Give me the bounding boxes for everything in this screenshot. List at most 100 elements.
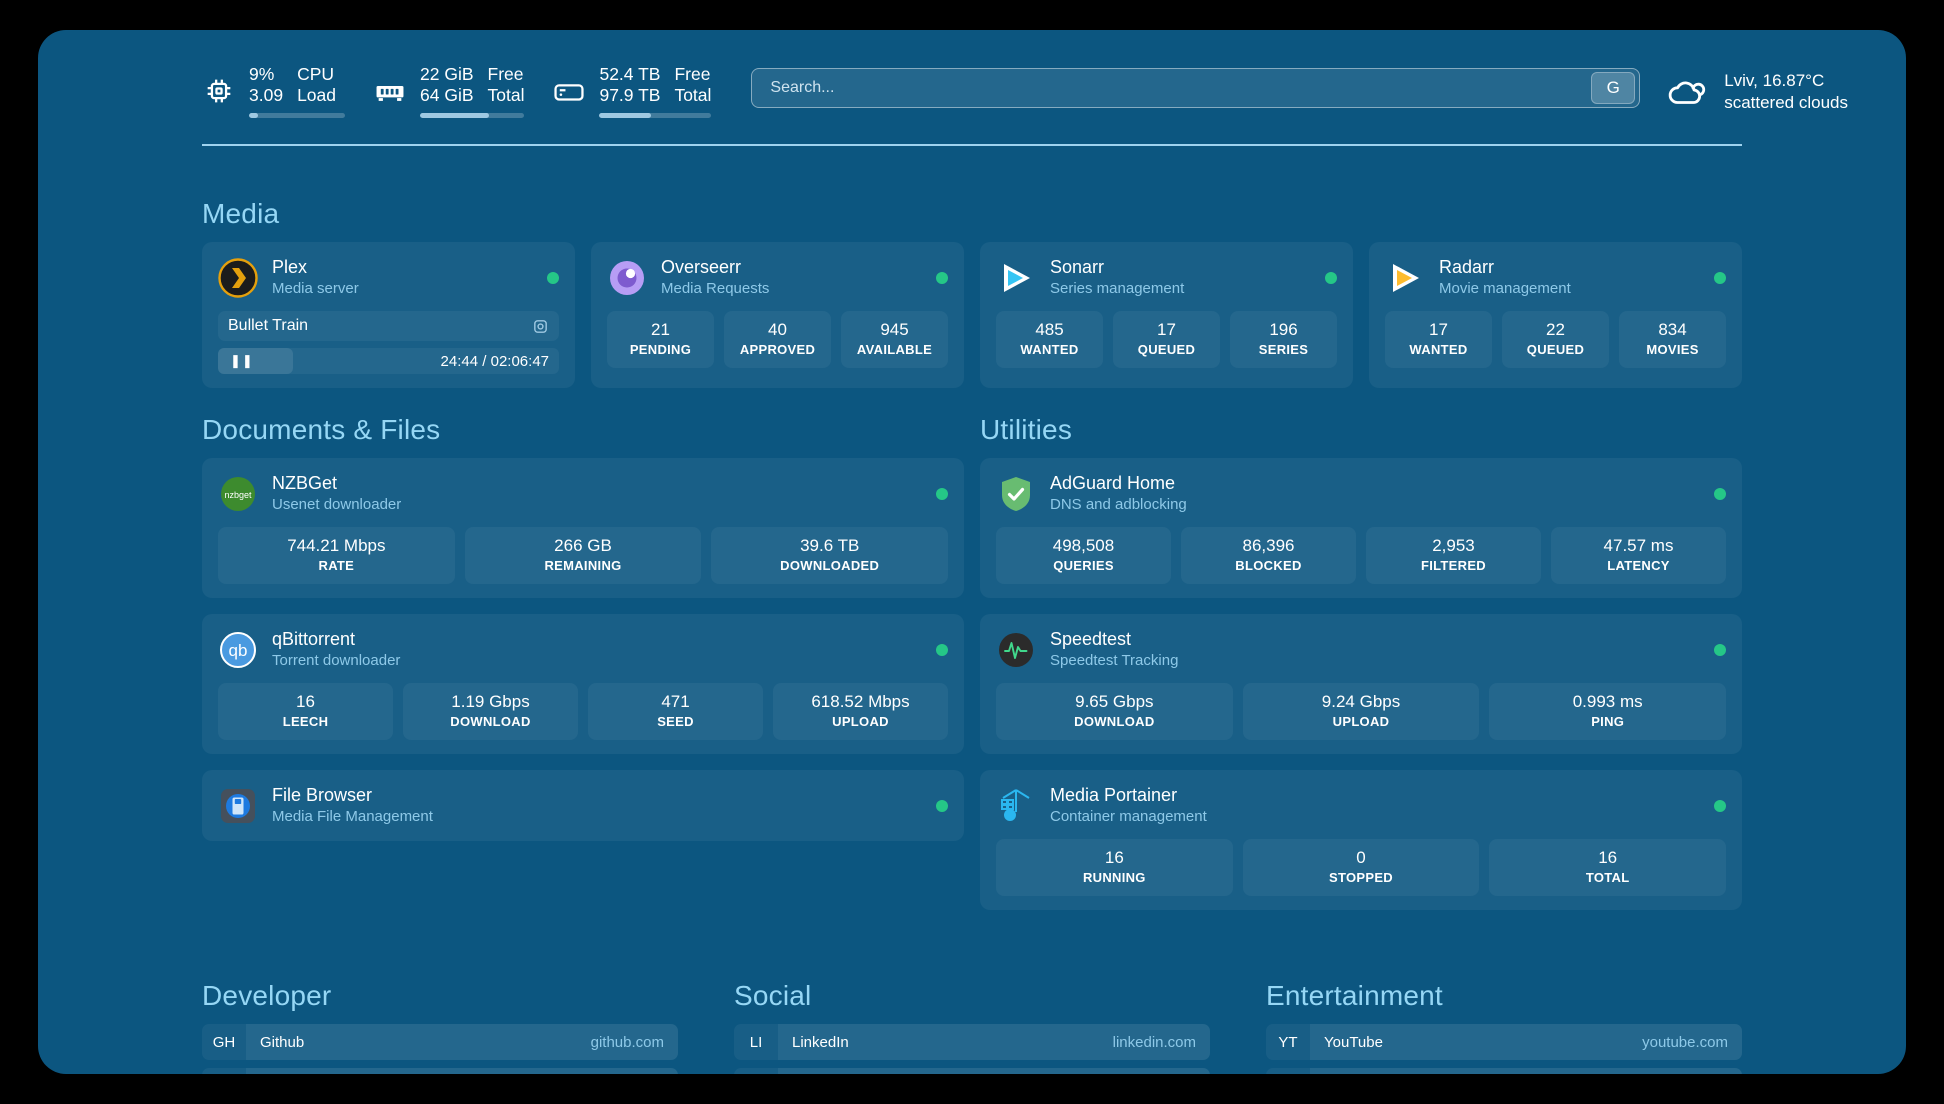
service-subtitle: DNS and adblocking	[1050, 496, 1187, 513]
documents-section-title: Documents & Files	[202, 414, 441, 445]
service-card-qbittorrent[interactable]: qb qBittorrent Torrent downloader	[202, 614, 964, 754]
cpu-usage-bar	[249, 113, 345, 118]
service-subtitle: Media server	[272, 280, 359, 297]
service-name: AdGuard Home	[1050, 473, 1176, 493]
metric-label: LEECH	[282, 714, 329, 729]
bookmark-item[interactable]: NF Netflix netflix.com	[1266, 1068, 1742, 1074]
service-card-sonarr[interactable]: Sonarr Series management 485 WANTED 17 Q…	[980, 242, 1353, 388]
plex-icon	[218, 257, 258, 298]
media-section-title: Media	[202, 198, 280, 229]
metric-value: 498,508	[1052, 536, 1115, 555]
bookmark-item[interactable]: SO StackOverflow stackoverflow.com	[202, 1068, 678, 1074]
disk-usage-bar	[599, 113, 712, 118]
metric-label: MOVIES	[1646, 342, 1699, 357]
filebrowser-icon	[218, 786, 258, 826]
metric-value: 17	[1429, 320, 1448, 339]
metric-tile: 744.21 Mbps RATE	[218, 527, 455, 584]
metric-tile: 2,953 FILTERED	[1366, 527, 1541, 584]
service-card-adguard-home[interactable]: AdGuard Home DNS and adblocking 498,508 …	[980, 458, 1742, 598]
metric-tile: 16 LEECH	[218, 683, 393, 740]
service-subtitle: Media File Management	[272, 808, 433, 825]
bookmark-name: LinkedIn	[792, 1033, 849, 1051]
metric-label: QUEUED	[1137, 342, 1196, 357]
service-name: Overseerr	[661, 257, 742, 277]
bookmark-abbr: GH	[202, 1024, 246, 1060]
bookmark-group-entertainment: Entertainment YT YouTube youtube.com NF …	[1266, 980, 1742, 1074]
metric-tile: 945 AVAILABLE	[841, 311, 948, 368]
metric-label: PENDING	[629, 342, 692, 357]
bookmark-item[interactable]: LI LinkedIn linkedin.com	[734, 1024, 1210, 1060]
bookmark-url: youtube.com	[1642, 1033, 1728, 1051]
metric-label: QUEUED	[1526, 342, 1585, 357]
status-badge	[1325, 271, 1337, 284]
service-card-plex[interactable]: Plex Media server Bullet Train	[202, 242, 575, 388]
metric-label: WANTED	[1409, 342, 1468, 357]
pause-icon[interactable]: ❚❚	[230, 353, 254, 368]
disk-value-primary: 52.4 TB	[599, 64, 661, 84]
bookmark-abbr: SO	[202, 1068, 246, 1074]
service-name: Speedtest	[1050, 629, 1132, 649]
metric-value: 1.19 Gbps	[451, 692, 530, 711]
service-card-overseerr[interactable]: Overseerr Media Requests 21 PENDING 40 A…	[591, 242, 964, 388]
cpu-usage-fill	[249, 113, 258, 118]
metric-value: 16	[296, 692, 315, 711]
playback-time: 24:44 / 02:06:47	[440, 352, 549, 370]
metric-tile: 498,508 QUERIES	[996, 527, 1171, 584]
service-card-file-browser[interactable]: File Browser Media File Management	[202, 770, 964, 841]
metric-tile: 1.19 Gbps DOWNLOAD	[403, 683, 578, 740]
service-subtitle: Usenet downloader	[272, 496, 402, 513]
metric-label: DOWNLOADED	[780, 558, 880, 573]
service-name: Media Portainer	[1050, 785, 1178, 805]
search-input[interactable]	[770, 79, 1592, 97]
service-card-nzbget[interactable]: nzbget NZBGet Usenet downloader 74	[202, 458, 964, 598]
svg-text:nzbget: nzbget	[224, 490, 252, 500]
metric-value: 945	[880, 320, 909, 339]
bookmark-abbr: LI	[734, 1024, 778, 1060]
playback-progress-bar[interactable]: ❚❚ 24:44 / 02:06:47	[218, 348, 559, 374]
metric-label: APPROVED	[739, 342, 816, 357]
header-divider	[202, 144, 1742, 146]
disk-label-secondary: Total	[674, 85, 712, 105]
metric-tile: 47.57 ms LATENCY	[1551, 527, 1726, 584]
metric-tile: 39.6 TB DOWNLOADED	[711, 527, 949, 584]
top-bar: 9% 3.09 CPU Load	[90, 64, 1854, 126]
metric-label: SEED	[657, 714, 694, 729]
weather-location-temp: Lviv, 16.87°C	[1724, 71, 1825, 90]
metric-tile: 21 PENDING	[607, 311, 714, 368]
bookmark-group-title: Developer	[202, 980, 332, 1011]
ram-usage-bar	[420, 113, 525, 118]
bookmark-group-title: Social	[734, 980, 812, 1011]
weather-description: scattered clouds	[1724, 93, 1848, 112]
metric-value: 471	[661, 692, 690, 711]
metric-value: 40	[768, 320, 787, 339]
metric-label: STOPPED	[1329, 870, 1393, 885]
service-subtitle: Movie management	[1439, 280, 1571, 297]
ram-icon	[373, 74, 407, 108]
radarr-icon	[1385, 258, 1425, 298]
bookmark-item[interactable]: GH Github github.com	[202, 1024, 678, 1060]
bookmark-item[interactable]: TW Twitter twitter.com	[734, 1068, 1210, 1074]
utilities-section-title: Utilities	[980, 414, 1073, 445]
metric-value: 618.52 Mbps	[811, 692, 910, 711]
metric-value: 266 GB	[554, 536, 612, 555]
service-card-speedtest[interactable]: Speedtest Speedtest Tracking 9.65 Gbps D…	[980, 614, 1742, 754]
gear-icon[interactable]	[532, 318, 549, 335]
service-card-media-portainer[interactable]: Media Portainer Container management 16 …	[980, 770, 1742, 910]
search-bar: G	[751, 68, 1641, 108]
metric-tile: 40 APPROVED	[724, 311, 831, 368]
search-engine-button[interactable]: G	[1591, 72, 1636, 104]
status-badge	[936, 799, 948, 812]
bookmark-item[interactable]: YT YouTube youtube.com	[1266, 1024, 1742, 1060]
bookmark-url: linkedin.com	[1112, 1033, 1196, 1051]
ram-label-secondary: Total	[487, 85, 525, 105]
status-badge	[936, 643, 948, 656]
service-subtitle: Speedtest Tracking	[1050, 652, 1179, 669]
service-card-radarr[interactable]: Radarr Movie management 17 WANTED 22 QUE…	[1369, 242, 1742, 388]
metric-label: DOWNLOAD	[450, 714, 531, 729]
playback-progress-fill	[218, 348, 294, 374]
status-badge	[936, 487, 948, 500]
service-name: File Browser	[272, 785, 373, 805]
bookmark-abbr: TW	[734, 1068, 778, 1074]
status-badge	[1714, 799, 1726, 812]
metric-label: FILTERED	[1421, 558, 1486, 573]
